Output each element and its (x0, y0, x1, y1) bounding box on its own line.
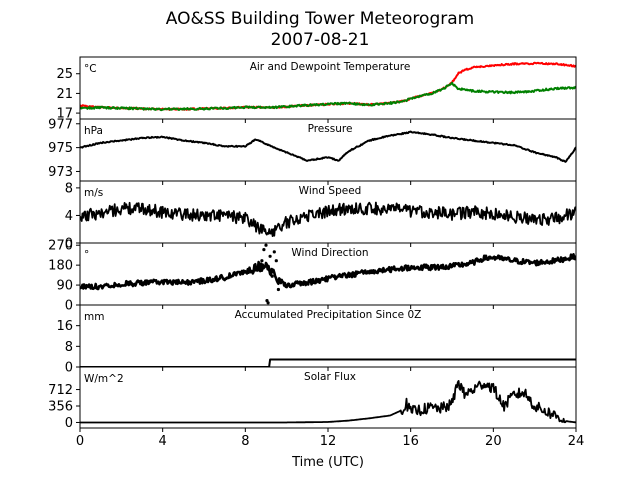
y-tick-label: 90 (56, 279, 73, 294)
x-axis: 0 4 8 12 16 20 24 (76, 434, 584, 449)
panel-wind-direction: 0 90 180 270 Wind Direction ° (48, 239, 577, 314)
panel-title: Air and Dewpoint Temperature (250, 61, 411, 73)
panel-wind-speed: 0 4 8 Wind Speed m/s (65, 180, 577, 252)
x-tick-label: 24 (568, 434, 585, 449)
series-line (80, 201, 576, 237)
plot-area-wind-speed (80, 201, 576, 237)
panel-title: Wind Speed (299, 185, 362, 197)
y-tick-label: 975 (48, 141, 73, 156)
y-tick-label: 0 (65, 416, 73, 431)
y-tick-label: 712 (48, 383, 73, 398)
panel-title: Pressure (308, 123, 353, 135)
panel-title: Solar Flux (304, 371, 356, 383)
data-point (272, 250, 276, 254)
panel-unit: m/s (84, 187, 103, 199)
y-tick-label: 0 (65, 237, 73, 252)
panel-pressure: 973 975 977 Pressure hPa (48, 117, 577, 185)
panel-unit: hPa (84, 125, 103, 137)
y-tick-label: 973 (48, 165, 73, 180)
series-line (80, 253, 576, 291)
y-tick-label: 21 (56, 87, 73, 102)
data-point (267, 268, 271, 272)
y-tick-label: 16 (56, 319, 73, 334)
plot-area-temperature (80, 61, 576, 112)
panel-unit: mm (84, 311, 104, 323)
series-line (80, 380, 576, 424)
x-tick-label: 12 (320, 434, 337, 449)
y-tick-label: 8 (65, 340, 73, 355)
panel-temperature: 17 21 25 Air and Dewpoint Temperature °C (56, 56, 577, 123)
y-tick-label: 0 (65, 361, 73, 376)
x-tick-label: 8 (241, 434, 249, 449)
data-point (270, 274, 274, 278)
x-tick-label: 4 (159, 434, 167, 449)
y-tick-label: 25 (56, 67, 73, 82)
y-tick-label: 270 (48, 239, 73, 254)
y-tick-label: 8 (65, 181, 73, 196)
x-tick-label: 16 (402, 434, 419, 449)
x-tick-label: 20 (485, 434, 502, 449)
y-tick-label: 0 (65, 299, 73, 314)
panel-unit: ° (84, 249, 89, 261)
y-tick-label: 4 (65, 209, 73, 224)
data-point (266, 301, 270, 305)
data-point (274, 259, 278, 263)
plot-area-precipitation (80, 358, 576, 367)
x-axis-label: Time (UTC) (291, 455, 364, 470)
data-point (260, 259, 264, 263)
plot-area-solar-flux (80, 380, 576, 424)
plot-area-pressure (80, 130, 576, 163)
plot-area-wind-direction (80, 243, 576, 305)
series-line (80, 358, 576, 367)
panel-title: Accumulated Precipitation Since 0Z (235, 309, 422, 321)
y-tick-label: 356 (48, 400, 73, 415)
x-tick-label: 0 (76, 434, 84, 449)
series-line (80, 81, 576, 112)
figure-date: 2007-08-21 (271, 30, 370, 50)
data-point (268, 254, 272, 258)
y-tick-label: 17 (56, 107, 73, 122)
y-tick-label: 977 (48, 117, 73, 132)
series-line (80, 130, 576, 163)
panel-unit: W/m^2 (84, 373, 124, 385)
data-point (262, 248, 266, 252)
figure-title: AO&SS Building Tower Meteorogram (166, 9, 474, 29)
panel-unit: °C (84, 63, 97, 75)
y-tick-label: 180 (48, 259, 73, 274)
panel-precipitation: 0 8 16 Accumulated Precipitation Since 0Z mm (56, 304, 577, 376)
data-point (276, 287, 280, 292)
panel-title: Wind Direction (291, 247, 368, 259)
data-point (264, 243, 268, 247)
